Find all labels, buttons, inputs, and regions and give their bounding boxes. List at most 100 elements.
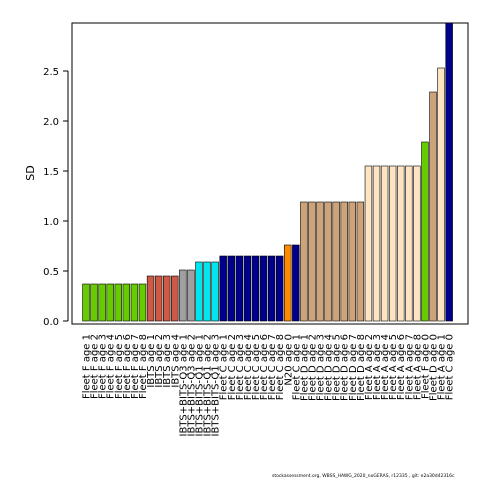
bar xyxy=(171,275,179,322)
x-tick-label: Fleet F age 0 xyxy=(420,334,431,399)
x-tick-label: Fleet C age 8 xyxy=(275,334,286,400)
x-tick-label: N20 age 0 xyxy=(283,334,294,386)
x-tick-label: Fleet F age 1 xyxy=(82,334,93,399)
bar xyxy=(243,255,252,322)
bar xyxy=(98,283,106,322)
bar xyxy=(356,201,365,322)
bar xyxy=(251,255,260,322)
bar xyxy=(388,165,397,322)
y-axis-label: SD xyxy=(24,165,37,180)
x-tick-label: Fleet F age 2 xyxy=(90,334,101,399)
x-tick-label: IBTS+BITS-Q3 age 2 xyxy=(186,334,197,436)
x-tick-label: Fleet F age 6 xyxy=(122,334,133,399)
bar xyxy=(292,244,300,322)
x-tick-label: Fleet A age 8 xyxy=(412,334,423,400)
bar xyxy=(372,165,381,322)
bar xyxy=(300,201,308,322)
x-tick-label: Fleet A age 2 xyxy=(364,334,375,400)
y-tick-label: 0.5 xyxy=(43,267,59,278)
plot-border xyxy=(71,22,469,325)
plot-area xyxy=(71,22,469,325)
bar-series xyxy=(82,22,453,322)
bar xyxy=(146,275,155,322)
x-tick-label: Fleet C age 6 xyxy=(259,334,270,400)
y-tick-label: 1.0 xyxy=(43,217,59,228)
x-tick-label: Fleet A age 1 xyxy=(437,334,448,400)
y-axis: 0.0 0.5 1.0 1.5 2.0 2.5 xyxy=(43,67,69,328)
x-tick-label: Fleet C age 1 xyxy=(291,334,302,400)
x-tick-label: Fleet D age 8 xyxy=(356,334,367,401)
footer-source: stockassessment.org, WBSS_HAWG_2020_noGE… xyxy=(272,474,455,479)
x-tick-label: Fleet D age 7 xyxy=(348,334,359,401)
x-tick-label: Fleet A age 4 xyxy=(380,334,391,400)
bar xyxy=(114,283,122,322)
bar xyxy=(187,269,195,322)
y-tick-label: 1.5 xyxy=(43,167,59,178)
bar xyxy=(106,283,114,322)
bar xyxy=(429,91,437,322)
bar xyxy=(405,165,413,322)
bar xyxy=(445,22,453,322)
x-tick-label: Fleet C age 2 xyxy=(227,334,238,400)
bar xyxy=(267,255,276,322)
bar xyxy=(227,255,235,322)
bar xyxy=(235,255,244,322)
y-tick-label: 2.0 xyxy=(43,117,59,128)
x-tick-label: Fleet A age 6 xyxy=(396,334,407,400)
bar xyxy=(154,275,163,322)
x-tick-label: Fleet C age 1 xyxy=(219,334,230,400)
x-tick-label: Fleet D age 2 xyxy=(307,334,318,401)
x-tick-label: Fleet C age 3 xyxy=(235,334,246,400)
bar xyxy=(179,269,187,322)
x-tick-label: Fleet F age 7 xyxy=(130,334,141,399)
bar xyxy=(397,165,405,322)
x-tick-label: IBTS age 3 xyxy=(162,334,173,388)
x-tick-label: Fleet A age 7 xyxy=(404,334,415,400)
x-tick-label: IBTS+BITS-Q1 age 1 xyxy=(194,334,205,436)
x-tick-label: Fleet F age 5 xyxy=(114,334,125,399)
x-tick-label: Fleet D age 4 xyxy=(324,334,335,401)
x-tick-label: Fleet D age 3 xyxy=(316,334,327,401)
y-tick-label: 0.0 xyxy=(43,317,59,328)
bar xyxy=(284,244,292,322)
y-tick-label: 2.5 xyxy=(43,67,59,78)
bar xyxy=(324,201,332,322)
bar xyxy=(211,261,219,322)
bar xyxy=(340,201,348,322)
bar xyxy=(130,283,139,322)
x-tick-label: Fleet C age 0 xyxy=(445,334,456,400)
bar xyxy=(308,201,316,322)
bar xyxy=(195,261,203,322)
x-tick-label: IBTS age 4 xyxy=(170,334,181,388)
bar xyxy=(332,201,340,322)
bar xyxy=(138,283,147,322)
x-tick-label: IBTS+BITS-Q3 age 1 xyxy=(178,334,189,436)
x-tick-label: Fleet F age 4 xyxy=(106,334,117,399)
bar xyxy=(82,283,90,322)
x-tick-label: Fleet C age 7 xyxy=(267,334,278,400)
x-tick-label: IBTS+BITS-Q1 age 3 xyxy=(211,334,222,436)
x-tick-label: Fleet D age 6 xyxy=(340,334,351,401)
bar xyxy=(122,283,131,322)
x-tick-label: Fleet D age 1 xyxy=(299,334,310,401)
x-tick-label: IBTS+BITS-Q1 age 2 xyxy=(203,334,214,436)
bar xyxy=(437,67,445,322)
bar xyxy=(380,165,389,322)
bar xyxy=(421,141,429,322)
x-tick-label: IBTS age 2 xyxy=(154,334,165,388)
bar xyxy=(275,255,284,322)
bar xyxy=(163,275,171,322)
x-tick-label: Fleet D age 0 xyxy=(429,334,440,401)
bar xyxy=(413,165,421,322)
x-tick-label: Fleet C age 5 xyxy=(251,334,262,400)
bar xyxy=(203,261,211,322)
x-tick-label: Fleet F age 3 xyxy=(98,334,109,399)
bar xyxy=(259,255,268,322)
bar xyxy=(348,201,357,322)
x-tick-label: Fleet A age 3 xyxy=(372,334,383,400)
bar xyxy=(316,201,324,322)
bar xyxy=(219,255,227,322)
bar xyxy=(364,165,373,322)
